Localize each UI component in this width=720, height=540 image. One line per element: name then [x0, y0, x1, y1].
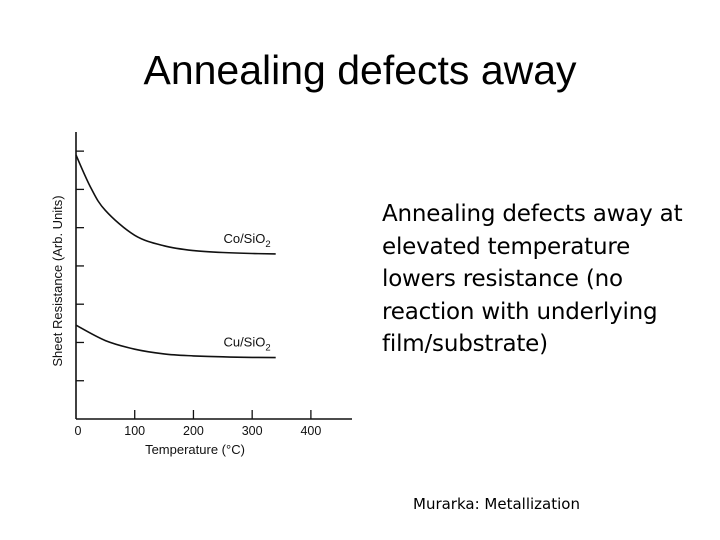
- y-ticks: [76, 150, 84, 382]
- series-label-subscript: 2: [265, 343, 270, 354]
- series-label-subscript: 2: [265, 239, 270, 250]
- series-lines: [75, 154, 276, 359]
- slide-title: Annealing defects away: [143, 47, 577, 93]
- series-line-1: [75, 324, 276, 359]
- citation: Murarka: Metallization: [413, 495, 580, 513]
- x-tick-label: 400: [300, 424, 321, 438]
- x-axis-label: Temperature (°C): [145, 442, 245, 457]
- series-labels: Co/SiO2 Cu/SiO2: [223, 231, 270, 354]
- x-tick-label: 300: [242, 424, 263, 438]
- x-tick-label: 0: [75, 424, 82, 438]
- x-tick-label: 100: [124, 424, 145, 438]
- y-axis-label: Sheet Resistance (Arb. Units): [50, 195, 65, 366]
- x-tick-label: 200: [183, 424, 204, 438]
- series-label-1: Cu/SiO2: [223, 335, 270, 354]
- series-line-0: [75, 154, 276, 255]
- series-label-0: Co/SiO2: [223, 231, 270, 250]
- x-ticks: 0 100 200 300 400: [75, 410, 321, 438]
- body-text: Annealing defects away at elevated tempe…: [382, 201, 683, 357]
